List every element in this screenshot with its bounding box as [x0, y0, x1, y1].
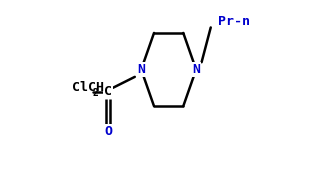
- Text: 2: 2: [93, 88, 99, 98]
- Text: ClCH: ClCH: [72, 81, 104, 94]
- Text: C: C: [104, 85, 112, 98]
- Text: N: N: [192, 63, 200, 76]
- Text: N: N: [137, 63, 145, 76]
- Text: O: O: [104, 125, 112, 138]
- Text: Pr-n: Pr-n: [218, 15, 250, 29]
